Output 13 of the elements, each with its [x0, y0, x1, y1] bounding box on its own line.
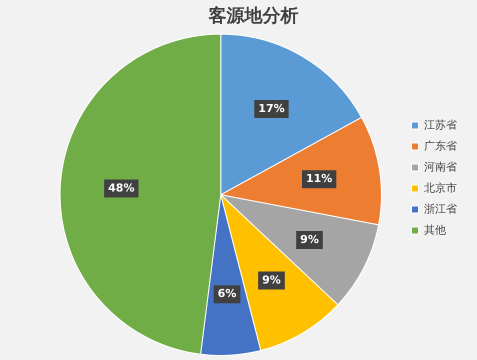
data-label: 9% [262, 273, 281, 286]
legend-label: 北京市 [424, 181, 457, 194]
data-label: 48% [108, 181, 134, 194]
data-label: 17% [258, 102, 285, 115]
legend-label: 广东省 [424, 139, 457, 152]
legend-label: 浙江省 [424, 202, 457, 216]
legend-label: 江苏省 [424, 118, 457, 132]
chart-title: 客源地分析 [208, 5, 298, 26]
data-label: 6% [218, 287, 236, 300]
legend-label: 其他 [424, 223, 446, 236]
data-label: 9% [300, 232, 319, 246]
legend-label: 河南省 [424, 160, 457, 174]
data-label: 11% [306, 172, 332, 186]
